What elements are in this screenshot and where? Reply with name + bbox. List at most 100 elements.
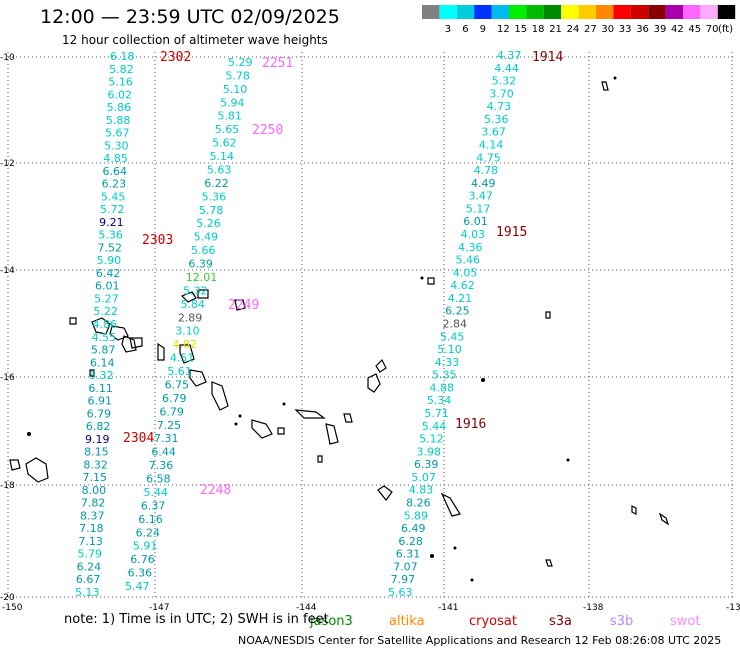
wave-height-value: 5.44: [143, 486, 168, 499]
wave-height-value: 4.82: [173, 338, 198, 351]
y-tick-label: -16: [0, 373, 15, 383]
island-dot: [430, 554, 434, 558]
island-outlines: [9, 81, 670, 567]
wave-height-value: 5.88: [106, 114, 131, 127]
colorbar-label: 21: [549, 24, 562, 35]
wave-height-value: 5.89: [404, 509, 429, 522]
colorbar-bin: [491, 5, 509, 19]
wave-height-value: 5.45: [440, 330, 465, 343]
colorbar-bin: [439, 5, 457, 19]
wave-height-value: 6.79: [162, 392, 187, 405]
wave-height-value: 6.64: [103, 165, 128, 178]
wave-height-value: 3.98: [417, 445, 442, 458]
wave-height-value: 3.10: [175, 325, 200, 338]
island-dot: [238, 414, 242, 418]
wave-height-tracks: 6.185.825.166.025.865.885.675.304.856.64…: [75, 49, 522, 599]
colorbar-bin: [543, 5, 562, 19]
colorbar-bin: [683, 5, 701, 19]
wave-height-value: 6.24: [136, 526, 161, 539]
colorbar-label: 15: [514, 24, 527, 35]
pass-number-label: 2249: [228, 298, 259, 313]
island-outline: [25, 457, 49, 483]
pass-number-label: 2304: [123, 431, 154, 446]
island-outline: [440, 492, 461, 517]
island-outline: [9, 459, 21, 471]
wave-height-value: 5.49: [194, 231, 219, 244]
wave-height-value: 5.30: [104, 139, 128, 152]
wave-height-value: 5.46: [455, 254, 480, 267]
wave-height-value: 6.28: [398, 535, 423, 548]
wave-height-value: 5.66: [191, 244, 216, 257]
colorbar-label: 18: [532, 24, 545, 35]
island-dot: [420, 276, 424, 280]
colorbar-label: 39: [654, 24, 667, 35]
wave-height-value: 5.61: [167, 365, 192, 378]
colorbar-bin: [717, 5, 736, 19]
island-outline: [325, 423, 339, 445]
wave-height-value: 5.94: [220, 96, 245, 109]
wave-height-value: 9.21: [99, 216, 124, 229]
satellite-legend-item: s3a: [549, 614, 572, 629]
wave-height-value: 7.82: [81, 497, 106, 510]
pass-number-label: 2303: [142, 233, 173, 248]
wave-height-value: 4.86: [93, 318, 118, 331]
wave-height-value: 6.11: [88, 382, 113, 395]
colorbar-bin: [561, 5, 579, 19]
wave-height-value: 6.16: [138, 513, 163, 526]
island-outline: [211, 381, 229, 411]
wave-height-value: 4.21: [448, 292, 473, 305]
wave-height-value: 6.79: [87, 407, 112, 420]
wave-height-value: 4.88: [430, 381, 455, 394]
pass-number-label: 1915: [496, 225, 527, 240]
island-outline: [601, 81, 609, 91]
island-outline: [180, 291, 197, 303]
satellite-legend-item: cryosat: [469, 614, 517, 629]
colorbar-bin: [474, 5, 492, 19]
island-outline: [658, 512, 670, 526]
island-outline: [277, 427, 285, 435]
wave-height-value: 6.39: [188, 258, 213, 271]
island-dot: [27, 432, 31, 436]
island-outline: [179, 344, 195, 364]
x-tick-label: -138: [583, 603, 604, 613]
colorbar-label: 3: [445, 24, 451, 35]
page-subtitle: 12 hour collection of altimeter wave hei…: [62, 33, 328, 47]
island-outline: [367, 373, 381, 393]
wave-height-value: 5.34: [427, 394, 452, 407]
wave-height-value: 6.58: [146, 473, 171, 486]
wave-height-value: 5.78: [225, 69, 250, 82]
island-outline: [317, 455, 323, 463]
wave-height-value: 7.13: [78, 535, 103, 548]
island-outline: [121, 335, 137, 353]
wave-height-value: 5.36: [98, 229, 123, 242]
island-outline: [234, 299, 246, 311]
x-tick-label: -144: [296, 603, 317, 613]
wave-height-value: 6.24: [77, 560, 102, 573]
page-title: 12:00 — 23:59 UTC 02/09/2025: [40, 6, 340, 28]
x-tick-label: -147: [149, 603, 169, 613]
pass-number-label: 2251: [262, 56, 293, 71]
wave-height-value: 5.14: [210, 150, 235, 163]
y-tick-label: -12: [0, 159, 15, 169]
x-tick-label: -141: [438, 603, 458, 613]
wave-height-value: 6.01: [95, 280, 120, 293]
wave-height-value: 4.51: [170, 352, 195, 365]
colorbar-unit: (ft): [718, 24, 733, 35]
wave-height-value: 5.63: [207, 163, 232, 176]
wave-height-value: 5.12: [419, 433, 444, 446]
wave-height-value: 5.91: [133, 540, 158, 553]
satellite-legend-item: jason3: [309, 614, 353, 629]
wave-height-value: 6.76: [130, 553, 155, 566]
wave-height-value: 7.52: [98, 241, 123, 254]
wave-height-value: 5.63: [388, 586, 413, 599]
wave-height-value: 6.18: [110, 50, 135, 63]
island-outline: [251, 419, 273, 439]
pass-number-label: 2302: [160, 50, 191, 65]
y-tick-label: -10: [0, 53, 15, 63]
island-outline: [545, 559, 553, 567]
wave-height-value: 4.78: [474, 164, 499, 177]
island-dot: [470, 578, 474, 582]
wave-height-value: 2.84: [443, 318, 468, 331]
wave-height-value: 4.75: [476, 151, 501, 164]
wave-height-value: 5.36: [202, 190, 227, 203]
